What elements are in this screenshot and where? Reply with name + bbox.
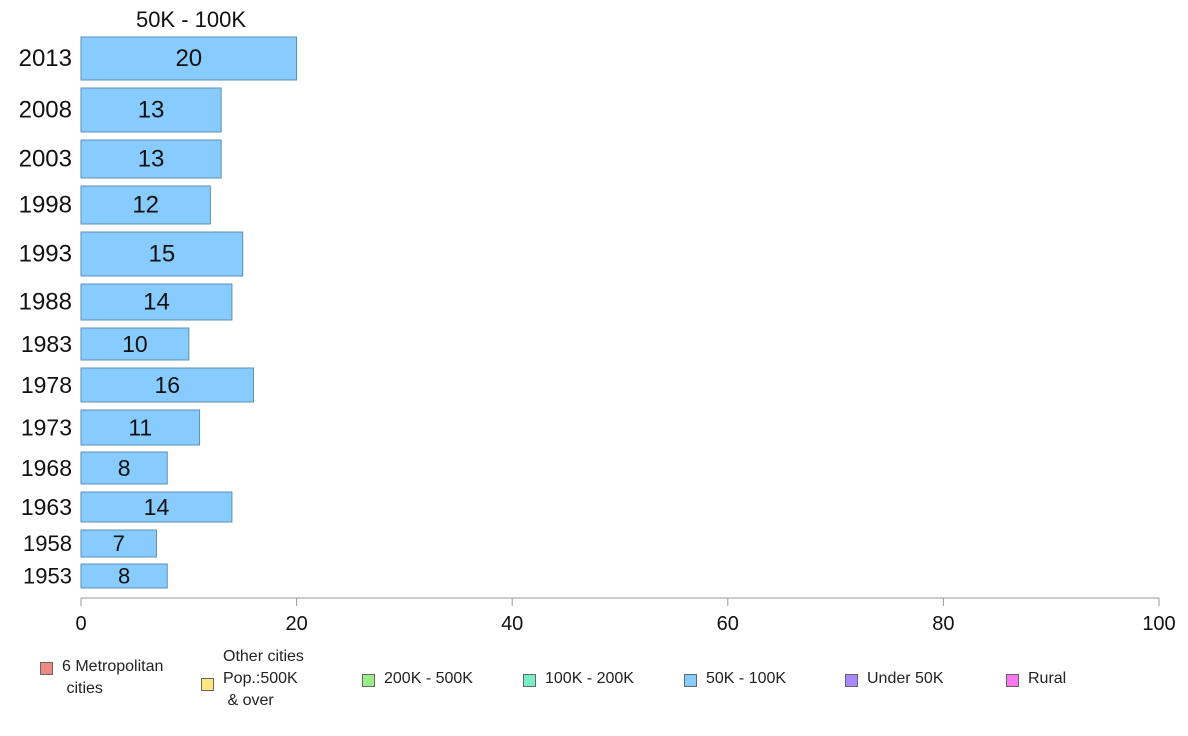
y-tick-label-1973: 1973	[21, 415, 72, 441]
y-tick-label-1993: 1993	[19, 241, 72, 268]
data-label-1973: 11	[128, 415, 152, 441]
bar-1973	[80, 409, 201, 446]
bar-2003	[80, 139, 222, 179]
legend-item-100k-200k: 100K - 200K	[523, 670, 634, 690]
data-label-1988: 14	[143, 289, 170, 316]
legend-swatch-metropolitan	[40, 662, 53, 675]
bar-1988	[80, 283, 233, 321]
y-tick-label-2008: 2008	[19, 97, 72, 124]
legend-item-other-cities: Other cities Pop.:500K & over	[201, 648, 304, 712]
y-tick-label-1988: 1988	[19, 289, 72, 316]
legend-label-metropolitan: 6 Metropolitan cities	[62, 658, 164, 697]
y-tick-label-1968: 1968	[21, 455, 72, 481]
legend-label-other-cities: Other cities Pop.:500K & over	[223, 648, 304, 709]
bar-1953	[80, 563, 168, 589]
x-tick-label-20: 20	[285, 613, 307, 635]
legend-item-200k-500k: 200K - 500K	[362, 670, 473, 690]
data-label-1978: 16	[154, 372, 180, 398]
x-tick-label-80: 80	[932, 613, 954, 635]
data-label-2013: 20	[175, 45, 202, 72]
y-tick-label-1953: 1953	[23, 564, 72, 589]
bar-1983	[80, 327, 190, 361]
x-tick-label-60: 60	[717, 613, 739, 635]
bar-2008	[80, 87, 222, 133]
legend-swatch-100k-200k	[523, 674, 536, 687]
data-label-1998: 12	[132, 192, 159, 219]
legend-swatch-50k-100k	[684, 674, 697, 687]
legend-swatch-200k-500k	[362, 674, 375, 687]
bar-1998	[80, 185, 211, 225]
legend-item-50k-100k: 50K - 100K	[684, 670, 786, 690]
x-axis: 0 20 40 60 80 100	[75, 597, 1176, 635]
legend-label-100k-200k: 100K - 200K	[545, 670, 634, 687]
data-label-1983: 10	[122, 331, 148, 357]
y-tick-label-2013: 2013	[19, 45, 72, 72]
y-tick-label-1983: 1983	[21, 331, 72, 357]
y-tick-label-2003: 2003	[19, 146, 72, 173]
data-label-1968: 8	[118, 455, 131, 481]
y-tick-label-1998: 1998	[19, 192, 72, 219]
data-label-1958: 7	[113, 531, 125, 556]
legend-label-under-50k: Under 50K	[867, 670, 944, 687]
data-label-1963: 14	[144, 494, 170, 520]
x-tick-label-40: 40	[501, 613, 523, 635]
legend-swatch-under-50k	[845, 674, 858, 687]
y-tick-label-1963: 1963	[21, 494, 72, 520]
chart-title: 50K - 100K	[136, 7, 246, 32]
legend-item-metropolitan: 6 Metropolitan cities	[40, 658, 163, 700]
data-label-1953: 8	[118, 564, 130, 589]
bar-1993	[80, 231, 244, 277]
bars-group: 2013 20 2008 13 2003 13 1998 12 1993 15 1988 14 1983…	[19, 36, 298, 589]
bar-1958	[80, 529, 157, 558]
legend-label-200k-500k: 200K - 500K	[384, 670, 473, 687]
legend-label-rural: Rural	[1028, 670, 1067, 687]
data-label-1993: 15	[148, 241, 175, 268]
legend-item-rural: Rural	[1006, 670, 1066, 690]
legend: 6 Metropolitan cities Other cities Pop.:…	[0, 640, 1188, 736]
x-tick-label-0: 0	[75, 613, 86, 635]
x-tick-label-100: 100	[1142, 613, 1175, 635]
legend-item-under-50k: Under 50K	[845, 670, 944, 690]
data-label-2003: 13	[138, 146, 165, 173]
bar-1963	[80, 491, 233, 523]
bar-2013	[80, 36, 298, 81]
y-tick-label-1958: 1958	[23, 531, 72, 556]
legend-swatch-other-cities	[201, 678, 214, 691]
y-tick-label-1978: 1978	[21, 372, 72, 398]
data-label-2008: 13	[138, 97, 165, 124]
bar-1978	[80, 367, 254, 403]
bar-1968	[80, 451, 168, 485]
legend-label-50k-100k: 50K - 100K	[706, 670, 787, 687]
legend-swatch-rural	[1006, 674, 1019, 687]
